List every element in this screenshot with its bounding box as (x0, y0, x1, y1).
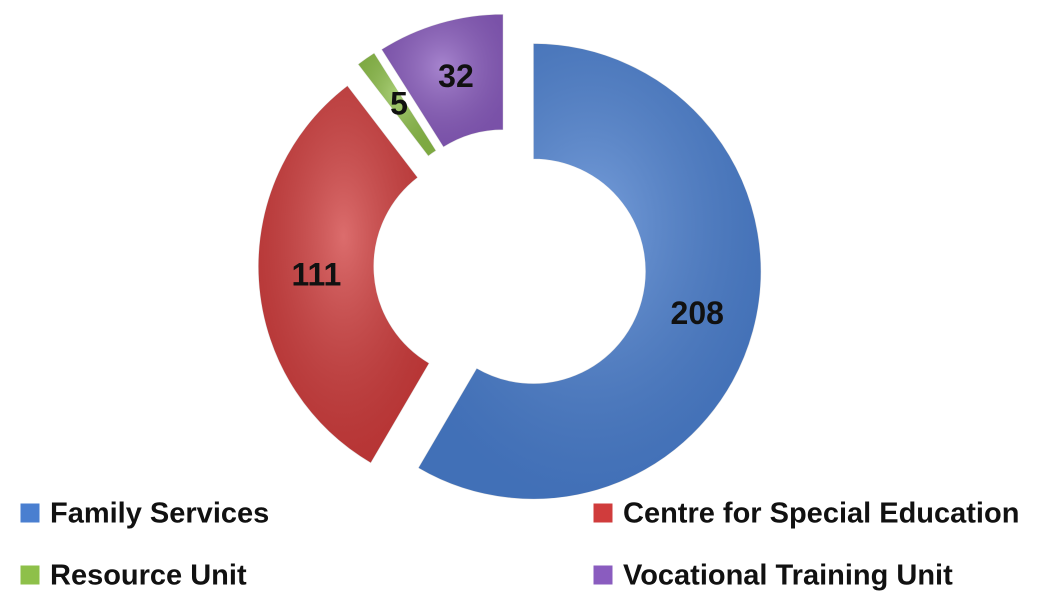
legend-swatch (592, 502, 614, 524)
data-label: 32 (438, 58, 474, 94)
legend-label: Resource Unit (50, 560, 247, 592)
slice-shade (418, 43, 762, 500)
legend-label: Family Services (50, 498, 269, 530)
slice-shade (258, 85, 430, 464)
legend-label: Centre for Special Education (623, 498, 1019, 530)
legend-swatch (592, 564, 614, 586)
data-label: 111 (291, 256, 341, 292)
slice-shade (357, 52, 437, 157)
legend-swatch (19, 564, 41, 586)
legend-label: Vocational Training Unit (623, 560, 953, 592)
data-label: 208 (671, 295, 724, 331)
slice-shade (381, 13, 504, 148)
data-label: 5 (390, 85, 408, 121)
legend-swatch (19, 502, 41, 524)
